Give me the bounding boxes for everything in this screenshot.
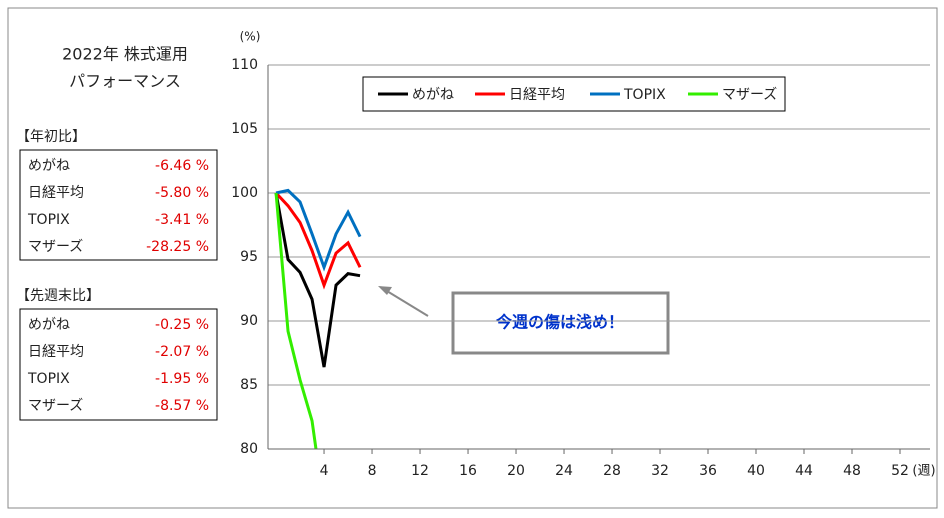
- row-value: -5.80 %: [155, 185, 209, 201]
- series-line: [274, 192, 318, 449]
- y-tick-label: 110: [231, 57, 258, 73]
- plot-lines: [274, 188, 362, 449]
- row-value: -3.41 %: [155, 212, 209, 228]
- row-value: -28.25 %: [146, 239, 209, 255]
- row-value: -1.95 %: [155, 371, 209, 387]
- row-value: -0.25 %: [155, 317, 209, 333]
- x-tick-label: 4: [320, 463, 329, 479]
- arrow-head: [378, 286, 392, 295]
- series-line: [274, 191, 362, 290]
- series-line: [275, 188, 362, 272]
- x-unit: (週): [912, 464, 935, 479]
- row-label: めがね: [28, 317, 70, 333]
- y-tick-label: 100: [231, 185, 258, 201]
- x-tick-label: 44: [795, 463, 813, 479]
- legend-label: TOPIX: [623, 87, 666, 103]
- y-tick-label: 90: [240, 313, 258, 329]
- table-heading: 【年初比】: [16, 128, 86, 145]
- row-value: -6.46 %: [155, 158, 209, 174]
- x-tick-label: 12: [411, 463, 429, 479]
- x-tick-label: 32: [651, 463, 669, 479]
- annotation-box: [451, 291, 670, 355]
- row-label: マザーズ: [28, 239, 83, 255]
- row-label: マザーズ: [28, 398, 83, 414]
- x-tick-label: 36: [699, 463, 717, 479]
- x-tick-label: 24: [555, 463, 573, 479]
- legend-label: 日経平均: [509, 87, 565, 103]
- table-box: [19, 308, 218, 421]
- row-label: めがね: [28, 158, 70, 174]
- table-box: [19, 149, 218, 261]
- x-tick-label: 16: [459, 463, 477, 479]
- row-value: -2.07 %: [155, 344, 209, 360]
- legend-label: マザーズ: [722, 87, 777, 103]
- panel-title: パフォーマンス: [69, 72, 181, 91]
- series-line: [274, 192, 361, 368]
- annotation: 今週の傷は浅め！: [495, 313, 624, 332]
- x-tick-label: 8: [368, 463, 377, 479]
- row-label: TOPIX: [27, 371, 70, 387]
- x-tick-label: 52: [891, 463, 909, 479]
- y-tick-label: 95: [240, 249, 258, 265]
- y-tick-label: 105: [231, 121, 258, 137]
- row-label: 日経平均: [28, 185, 84, 201]
- y-tick-label: 80: [240, 441, 258, 457]
- x-tick-label: 28: [603, 463, 621, 479]
- panel-title: 2022年 株式運用: [62, 45, 188, 64]
- legend-label: めがね: [412, 87, 454, 103]
- row-value: -8.57 %: [155, 398, 209, 414]
- x-tick-label: 20: [507, 463, 525, 479]
- row-label: TOPIX: [27, 212, 70, 228]
- x-tick-label: 40: [747, 463, 765, 479]
- y-unit: (%): [240, 30, 261, 44]
- row-label: 日経平均: [28, 344, 84, 360]
- y-tick-label: 85: [240, 377, 258, 393]
- x-tick-label: 48: [843, 463, 861, 479]
- table-heading: 【先週末比】: [16, 288, 100, 304]
- arrow: [381, 287, 429, 317]
